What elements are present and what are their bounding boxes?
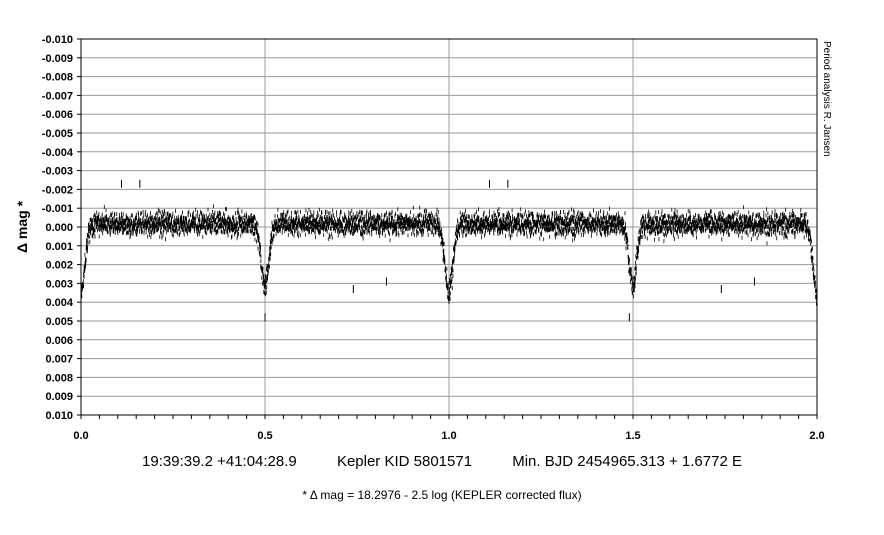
- x-tick-label: 0.5: [257, 430, 272, 442]
- footnote-text: * Δ mag = 18.2976 - 2.5 log (KEPLER corr…: [302, 488, 582, 502]
- y-tick-label: -0.010: [42, 34, 73, 46]
- y-tick-label: 0.001: [45, 241, 73, 253]
- target-name-text: Kepler KID 5801571: [336, 453, 473, 470]
- y-tick-label: -0.008: [42, 72, 73, 84]
- y-tick-label: -0.006: [42, 109, 73, 121]
- y-tick-label: -0.003: [42, 166, 73, 178]
- x-tick-labels: 0.0 0.5 1.0 1.5 2.0: [73, 430, 824, 442]
- y-tick-label: 0.008: [45, 372, 73, 384]
- y-tick-label: 0.003: [45, 278, 73, 290]
- y-tick-label: 0.004: [45, 297, 73, 309]
- y-tick-label: -0.004: [42, 147, 74, 159]
- y-tick-label: 0.000: [45, 222, 73, 234]
- y-tick-label: -0.002: [42, 184, 73, 196]
- y-tick-label: -0.009: [42, 53, 73, 65]
- y-tick-label: 0.005: [45, 316, 73, 328]
- y-tick-labels: -0.010 -0.009 -0.008 -0.007 -0.006 -0.005 -0.0…: [42, 34, 74, 422]
- coordinates-text: 19:39:39.2 +41:04:28.9: [142, 453, 297, 470]
- y-tick-label: 0.009: [45, 391, 73, 403]
- y-tick-label: -0.001: [42, 203, 73, 215]
- caption-line: 19:39:39.2 +41:04:28.9 Kepler KID 580157…: [0, 453, 884, 470]
- plot-frame: [80, 38, 818, 416]
- ephemeris-text: Min. BJD 2454965.313 + 1.6772 E: [512, 453, 742, 470]
- y-tick-label: -0.007: [42, 90, 73, 102]
- y-tick-label: 0.010: [45, 410, 73, 422]
- x-tick-label: 1.0: [441, 430, 456, 442]
- y-tick-label: 0.007: [45, 354, 73, 366]
- author-note: Period analysis R. Jansen: [821, 41, 832, 157]
- y-tick-label: -0.005: [42, 128, 73, 140]
- light-curve-chart: 0.0 0.5 1.0 1.5 2.0 -0.010 -0.009 -0.008 -0.007…: [14, 34, 832, 442]
- x-tick-label: 0.0: [73, 430, 88, 442]
- x-tick-label: 1.5: [625, 430, 640, 442]
- y-tick-label: 0.006: [45, 335, 73, 347]
- y-axis-label: Δ mag *: [14, 200, 30, 253]
- x-tick-label: 2.0: [809, 430, 824, 442]
- y-tick-label: 0.002: [45, 260, 73, 272]
